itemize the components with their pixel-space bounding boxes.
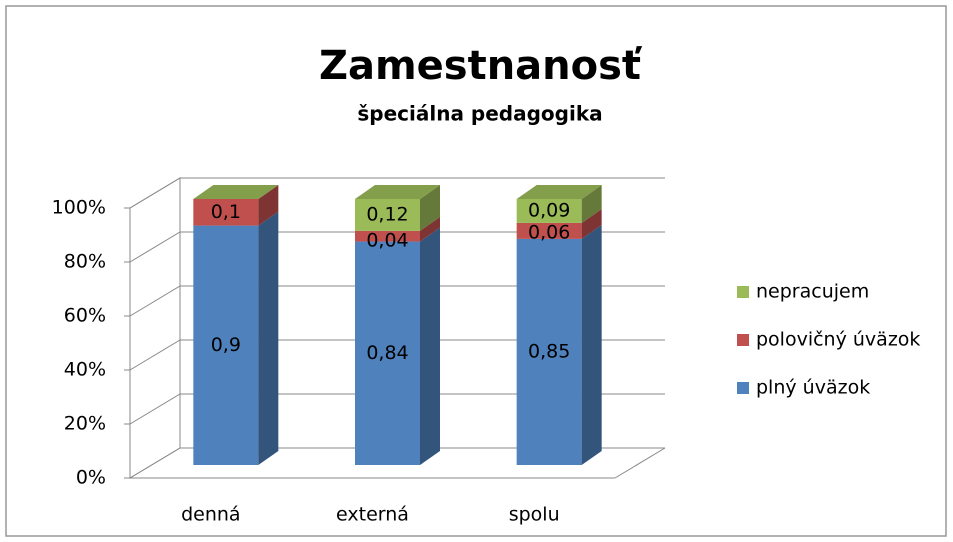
chart-title: Zamestnanosť (319, 43, 643, 89)
grid-line (129, 177, 665, 209)
y-tick-label: 20% (64, 413, 106, 435)
chart-subtitle: špeciálna pedagogika (357, 102, 602, 126)
bar-side (581, 224, 602, 465)
x-tick-label: externá (336, 504, 409, 526)
data-label: 0,04 (366, 229, 408, 251)
grid-line (129, 447, 665, 479)
bar-top (193, 185, 279, 199)
floor-edge (614, 447, 666, 479)
bar-segment (516, 199, 582, 223)
grid-line (129, 231, 665, 263)
bar-segment (516, 238, 582, 465)
legend-label: nepracujem (756, 281, 869, 303)
data-label: 0,1 (211, 201, 241, 223)
bar-side (258, 211, 279, 465)
bar-segment (355, 230, 420, 242)
data-label: 0,06 (528, 221, 570, 243)
grid-line (129, 393, 665, 425)
legend-label: polovičný úväzok (756, 329, 920, 351)
y-tick-label: 80% (64, 251, 106, 273)
legend-label: plný úväzok (756, 377, 870, 399)
bar-side (420, 227, 440, 465)
data-label: 0,9 (211, 334, 241, 356)
bar-segment (516, 222, 582, 239)
bar-side (420, 216, 440, 242)
y-tick-label: 0% (76, 467, 106, 489)
bar-side (258, 185, 279, 226)
data-label: 0,84 (366, 342, 408, 364)
legend-swatch (737, 286, 749, 298)
bar-segment (193, 199, 259, 226)
data-label: 0,12 (366, 203, 408, 225)
x-tick-label: spolu (509, 504, 560, 526)
legend-swatch (737, 382, 749, 394)
y-tick-label: 40% (64, 359, 106, 381)
bar-side (581, 185, 602, 223)
y-tick-label: 60% (64, 305, 106, 327)
bar-top (355, 185, 440, 199)
bar-segment (355, 241, 420, 465)
y-tick-label: 100% (52, 197, 106, 219)
data-label: 0,09 (528, 199, 570, 221)
legend-swatch (737, 334, 749, 346)
bar-top (516, 185, 602, 199)
data-label: 0,85 (528, 340, 570, 362)
x-tick-label: denná (181, 504, 240, 526)
grid-line (129, 339, 665, 371)
bar-side (581, 208, 602, 239)
bar-segment (193, 225, 259, 465)
bar-side (420, 185, 440, 231)
grid-line (129, 285, 665, 317)
bar-segment (355, 199, 420, 231)
